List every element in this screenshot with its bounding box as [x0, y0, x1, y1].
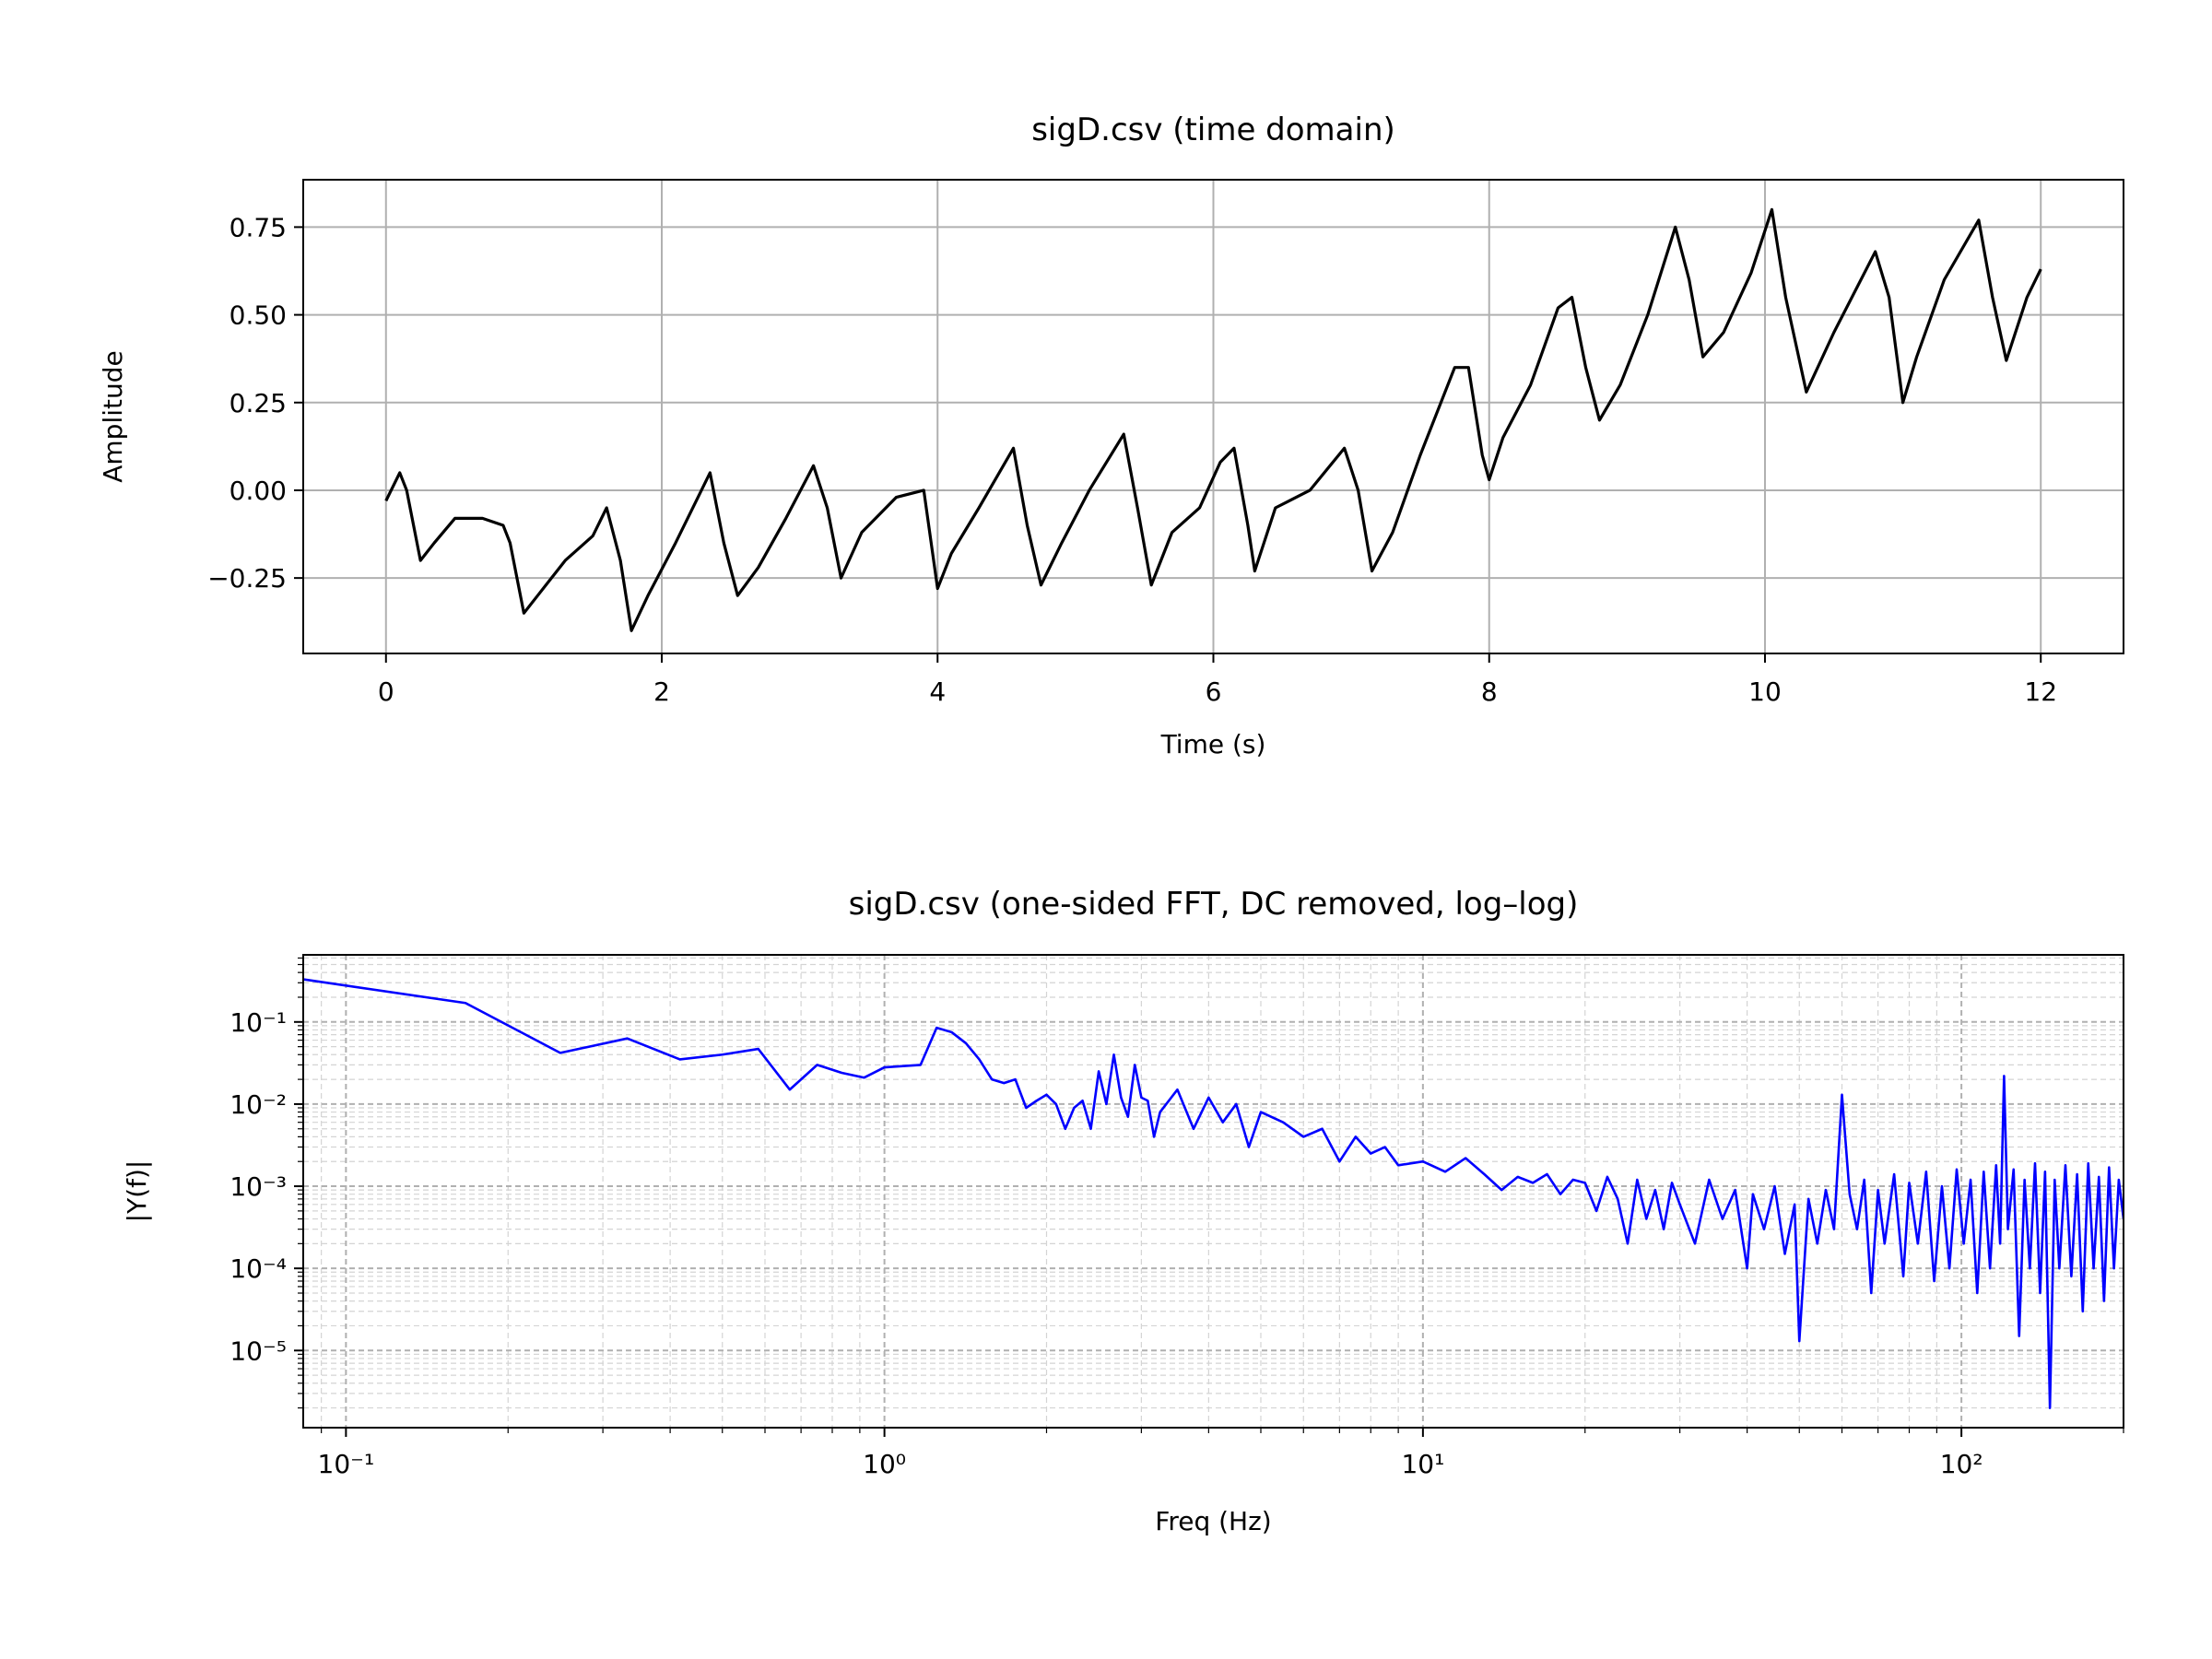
x-tick-label: 4 — [929, 677, 946, 707]
x-tick-label: 2 — [653, 677, 670, 707]
y-tick-label: 0.25 — [229, 388, 287, 418]
data-line — [384, 207, 2042, 632]
x-tick-label: 10² — [1940, 1449, 1983, 1479]
y-tick-label: 10⁻³ — [229, 1171, 287, 1202]
x-axis-label: Time (s) — [1160, 729, 1266, 759]
y-tick-label: 10⁻² — [229, 1089, 287, 1120]
y-tick-label: 10⁻¹ — [229, 1007, 287, 1038]
x-tick-label: 0 — [378, 677, 394, 707]
x-tick-label: 10⁰ — [863, 1449, 906, 1479]
y-tick-label: −0.25 — [207, 563, 287, 594]
y-tick-label: 10⁻⁴ — [229, 1253, 287, 1284]
x-tick-label: 8 — [1481, 677, 1498, 707]
chart-title: sigD.csv (one-sided FFT, DC removed, log… — [849, 886, 1579, 923]
data-line — [303, 978, 2124, 1409]
x-tick-label: 12 — [2024, 677, 2057, 707]
x-tick-label: 10⁻¹ — [318, 1449, 375, 1479]
y-tick-label: 10⁻⁵ — [229, 1335, 287, 1366]
chart-title: sigD.csv (time domain) — [1031, 112, 1395, 148]
y-tick-label: 0.00 — [229, 476, 287, 506]
y-tick-label: 0.50 — [229, 300, 287, 331]
axes-frame — [302, 179, 2124, 654]
x-tick-label: 10 — [1748, 677, 1782, 707]
x-tick-label: 10¹ — [1401, 1449, 1444, 1479]
x-axis-label: Freq (Hz) — [1155, 1506, 1271, 1536]
axes-frame — [302, 954, 2124, 1429]
y-tick-label: 0.75 — [229, 212, 287, 242]
y-axis-label: Amplitude — [98, 350, 128, 483]
x-tick-label: 6 — [1206, 677, 1222, 707]
y-axis-label: |Y(f)| — [122, 1160, 152, 1223]
